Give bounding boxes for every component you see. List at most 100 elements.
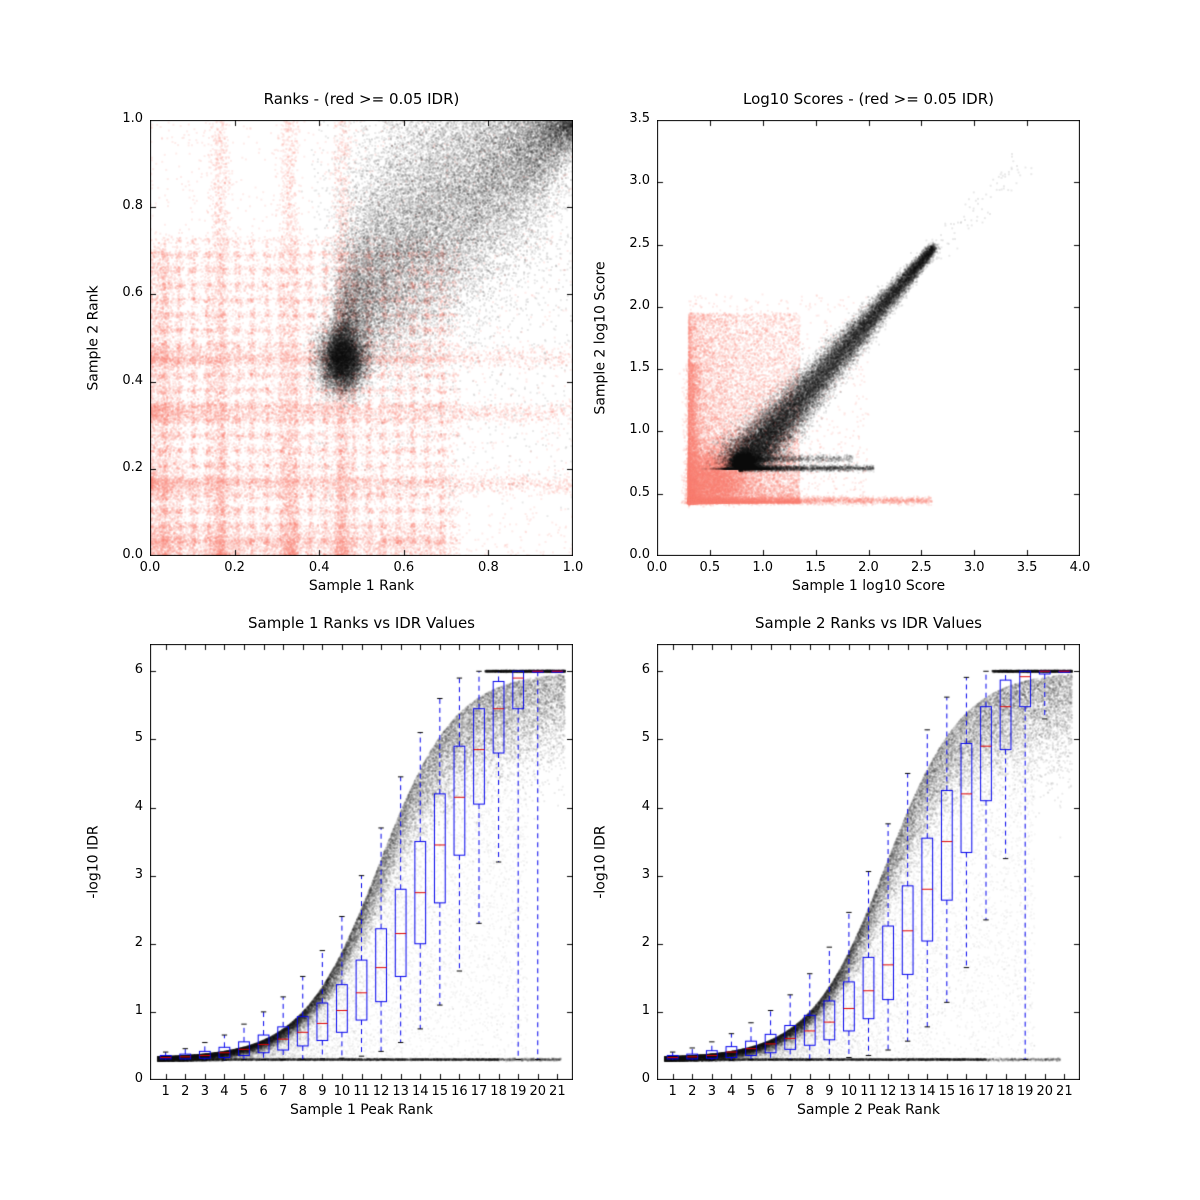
y-tick-label: 0.8 <box>122 198 143 214</box>
y-tick-label: 0.4 <box>122 372 143 388</box>
x-tick-label: 2.5 <box>911 560 932 575</box>
y-tick-label: 0.2 <box>122 459 143 475</box>
x-tick-label: 15 <box>938 1084 956 1099</box>
x-tick-label: 4 <box>727 1084 736 1099</box>
y-tick-label: 2 <box>641 934 650 950</box>
x-tick-label: 2 <box>688 1084 697 1099</box>
y-tick-label: 2 <box>134 934 143 950</box>
axes: 0.0 0.5 1.0 1.5 2.0 2.5 3.0 3.5 4.0 0.0 0.5 1.0 1.5… <box>593 111 1090 594</box>
x-tick-label: 5 <box>746 1084 756 1099</box>
y-tick-label: 5 <box>134 730 143 746</box>
axes: 0.0 0.2 0.4 0.6 0.8 1.0 0.0 0.2 0.4 0.6 0.8 1.0 Sa… <box>86 111 583 594</box>
x-tick-label: 7 <box>279 1084 288 1099</box>
plot-canvas <box>657 120 1080 556</box>
x-tick-label: 17 <box>470 1084 488 1099</box>
chart-title: Sample 1 Ranks vs IDR Values <box>247 614 475 632</box>
x-tick-label: 16 <box>958 1084 975 1099</box>
x-tick-label: 10 <box>333 1084 351 1099</box>
y-tick-label: 4 <box>641 798 650 814</box>
x-tick-label: 3.5 <box>1016 560 1038 575</box>
x-tick-label: 20 <box>1036 1084 1054 1099</box>
subplot-sample2-idr: Sample 2 Ranks vs IDR Values 1 2 3 4 5 6 7 8 9 10… <box>593 614 1080 1118</box>
x-tick-label: 0.0 <box>139 560 161 575</box>
x-tick-label: 0.6 <box>393 560 415 575</box>
y-tick-label: 2.0 <box>629 297 650 313</box>
x-tick-label: 2 <box>181 1084 190 1099</box>
chart-title: Log10 Scores - (red >= 0.05 IDR) <box>743 90 994 108</box>
y-tick-label: 1.0 <box>122 111 143 126</box>
x-tick-label: 14 <box>918 1084 936 1099</box>
x-tick-label: 20 <box>529 1084 547 1099</box>
y-tick-label: 0 <box>641 1071 650 1086</box>
y-tick-label: 5 <box>641 730 650 746</box>
x-tick-label: 0.8 <box>478 560 499 575</box>
x-tick-label: 0.2 <box>224 560 245 575</box>
x-tick-label: 6 <box>766 1084 775 1099</box>
y-tick-label: 3 <box>641 866 650 882</box>
x-tick-label: 13 <box>392 1084 409 1099</box>
x-tick-label: 4 <box>220 1084 229 1099</box>
y-tick-label: 1 <box>641 1002 650 1018</box>
x-tick-label: 0.5 <box>699 560 721 575</box>
x-tick-label: 4.0 <box>1069 560 1091 575</box>
x-tick-label: 6 <box>259 1084 268 1099</box>
subplot-score-scatter: Log10 Scores - (red >= 0.05 IDR) 0.0 0.5 1… <box>593 90 1090 594</box>
x-tick-label: 19 <box>1016 1084 1034 1099</box>
x-tick-label: 2.0 <box>858 560 879 575</box>
x-axis-label: Sample 1 Peak Rank <box>290 1102 433 1118</box>
x-tick-label: 1 <box>668 1084 677 1099</box>
x-tick-label: 7 <box>786 1084 795 1099</box>
plot-canvas <box>657 644 1080 1080</box>
x-tick-label: 10 <box>840 1084 858 1099</box>
y-tick-label: 0.5 <box>629 484 650 500</box>
y-tick-label: 1.5 <box>629 360 650 376</box>
x-tick-label: 1.0 <box>562 560 584 575</box>
x-tick-label: 12 <box>372 1084 390 1099</box>
x-tick-label: 19 <box>509 1084 527 1099</box>
x-tick-label: 9 <box>318 1084 327 1099</box>
x-tick-label: 9 <box>825 1084 834 1099</box>
x-tick-label: 12 <box>879 1084 897 1099</box>
x-tick-label: 3.0 <box>963 560 985 575</box>
x-tick-label: 1.0 <box>752 560 774 575</box>
y-tick-label: 0 <box>134 1071 143 1086</box>
x-axis-label: Sample 1 log10 Score <box>791 578 946 594</box>
x-tick-label: 15 <box>431 1084 449 1099</box>
chart-title: Ranks - (red >= 0.05 IDR) <box>263 90 460 108</box>
x-axis-label: Sample 1 Rank <box>308 578 415 594</box>
x-axis-label: Sample 2 Peak Rank <box>797 1102 940 1118</box>
y-tick-label: 6 <box>134 662 143 678</box>
x-tick-label: 21 <box>1056 1084 1073 1099</box>
y-tick-label: 6 <box>641 662 650 678</box>
y-tick-label: 3 <box>134 866 143 882</box>
y-tick-label: 0.6 <box>122 285 143 301</box>
y-tick-label: 0.0 <box>629 547 650 562</box>
x-tick-label: 0.0 <box>646 560 668 575</box>
y-tick-label: 1 <box>134 1002 143 1018</box>
y-tick-label: 0.0 <box>122 547 143 562</box>
x-tick-label: 14 <box>411 1084 429 1099</box>
x-tick-label: 18 <box>997 1084 1014 1099</box>
x-tick-label: 0.4 <box>308 560 330 575</box>
subplot-rank-scatter: Ranks - (red >= 0.05 IDR) 0.0 0.2 0.4 0.6 0.… <box>86 90 583 594</box>
y-tick-label: 4 <box>134 798 143 814</box>
y-tick-label: 3.0 <box>629 173 650 189</box>
x-tick-label: 13 <box>899 1084 916 1099</box>
x-tick-label: 16 <box>451 1084 468 1099</box>
x-tick-label: 11 <box>860 1084 877 1099</box>
x-tick-label: 17 <box>977 1084 995 1099</box>
y-tick-label: 3.5 <box>629 111 650 126</box>
y-tick-label: 1.0 <box>629 422 650 438</box>
x-tick-label: 8 <box>805 1084 814 1099</box>
x-tick-label: 8 <box>298 1084 307 1099</box>
chart-title: Sample 2 Ranks vs IDR Values <box>754 614 982 632</box>
plot-canvas <box>150 120 573 556</box>
x-tick-label: 5 <box>239 1084 249 1099</box>
x-tick-label: 1 <box>161 1084 170 1099</box>
x-tick-label: 3 <box>707 1084 716 1099</box>
x-tick-label: 1.5 <box>805 560 826 575</box>
x-tick-label: 3 <box>200 1084 209 1099</box>
